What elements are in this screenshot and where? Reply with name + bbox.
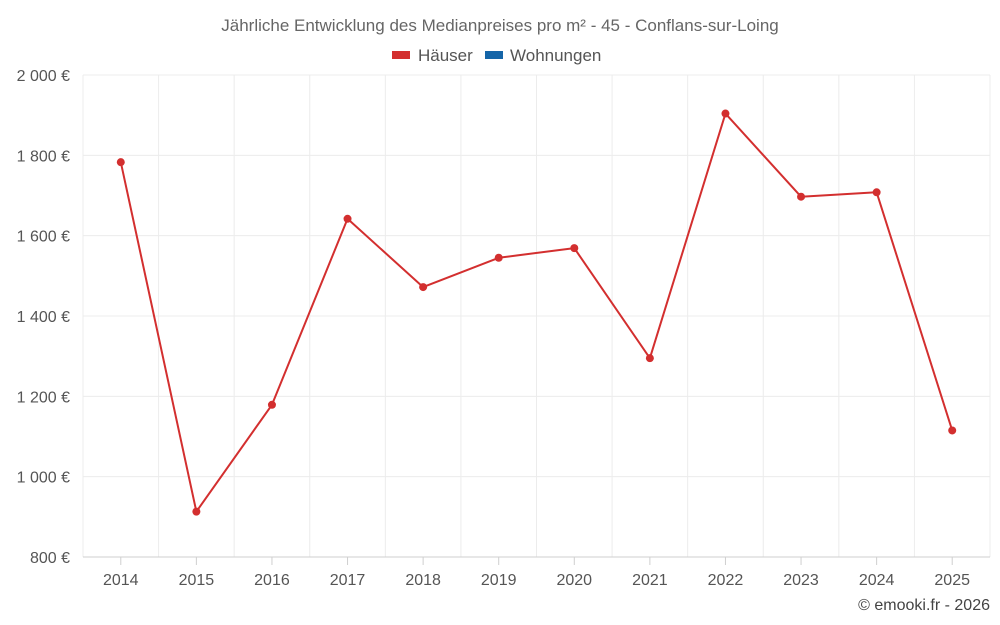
- series-line-0: [119, 112, 954, 513]
- x-tick-label: 2019: [481, 572, 517, 589]
- legend-label-wohnungen: Wohnungen: [510, 46, 601, 65]
- x-tick-label: 2016: [254, 572, 290, 589]
- data-point[interactable]: [948, 426, 957, 435]
- data-point[interactable]: [721, 109, 730, 118]
- data-point[interactable]: [494, 253, 503, 262]
- y-tick-label: 1 800 €: [17, 148, 70, 165]
- legend-swatch-wohnungen: [485, 51, 503, 59]
- x-axis: 2014 2015 2016 2017 2018 2019 2020 2021 2022 2023…: [83, 556, 990, 589]
- data-point[interactable]: [192, 507, 201, 516]
- x-tick-label: 2020: [556, 572, 592, 589]
- y-axis: 800 € 1 000 € 1 200 € 1 400 € 1 600 € 1 800 €…: [17, 68, 70, 567]
- data-point[interactable]: [343, 214, 352, 223]
- x-tick-label: 2014: [103, 572, 139, 589]
- data-point[interactable]: [570, 244, 579, 253]
- grid: [82, 74, 991, 557]
- x-tick-label: 2015: [179, 572, 215, 589]
- legend-swatch-haeuser: [392, 51, 410, 59]
- x-tick-label: 2023: [783, 572, 819, 589]
- x-tick-label: 2025: [934, 572, 970, 589]
- x-tick-label: 2017: [330, 572, 366, 589]
- legend-label-haeuser: Häuser: [418, 46, 473, 65]
- series: [116, 109, 957, 516]
- y-tick-label: 2 000 €: [17, 68, 70, 85]
- data-point[interactable]: [419, 283, 428, 292]
- data-point[interactable]: [116, 158, 125, 167]
- y-tick-label: 1 600 €: [17, 229, 70, 246]
- data-point[interactable]: [645, 354, 654, 363]
- chart-title: Jährliche Entwicklung des Medianpreises …: [221, 16, 778, 35]
- legend-item-haeuser[interactable]: Häuser: [392, 46, 473, 65]
- y-tick-label: 1 200 €: [17, 389, 70, 406]
- legend-item-wohnungen[interactable]: Wohnungen: [485, 46, 601, 65]
- data-point[interactable]: [267, 400, 276, 409]
- data-point[interactable]: [797, 192, 806, 201]
- x-tick-label: 2018: [405, 572, 441, 589]
- data-point[interactable]: [872, 188, 881, 197]
- x-tick-label: 2021: [632, 572, 668, 589]
- x-tick-label: 2024: [859, 572, 895, 589]
- x-tick-label: 2022: [708, 572, 744, 589]
- y-tick-label: 1 000 €: [17, 470, 70, 487]
- credit-text: © emooki.fr - 2026: [858, 597, 990, 614]
- y-tick-label: 1 400 €: [17, 309, 70, 326]
- y-tick-label: 800 €: [30, 550, 70, 567]
- legend: Häuser Wohnungen: [392, 46, 601, 65]
